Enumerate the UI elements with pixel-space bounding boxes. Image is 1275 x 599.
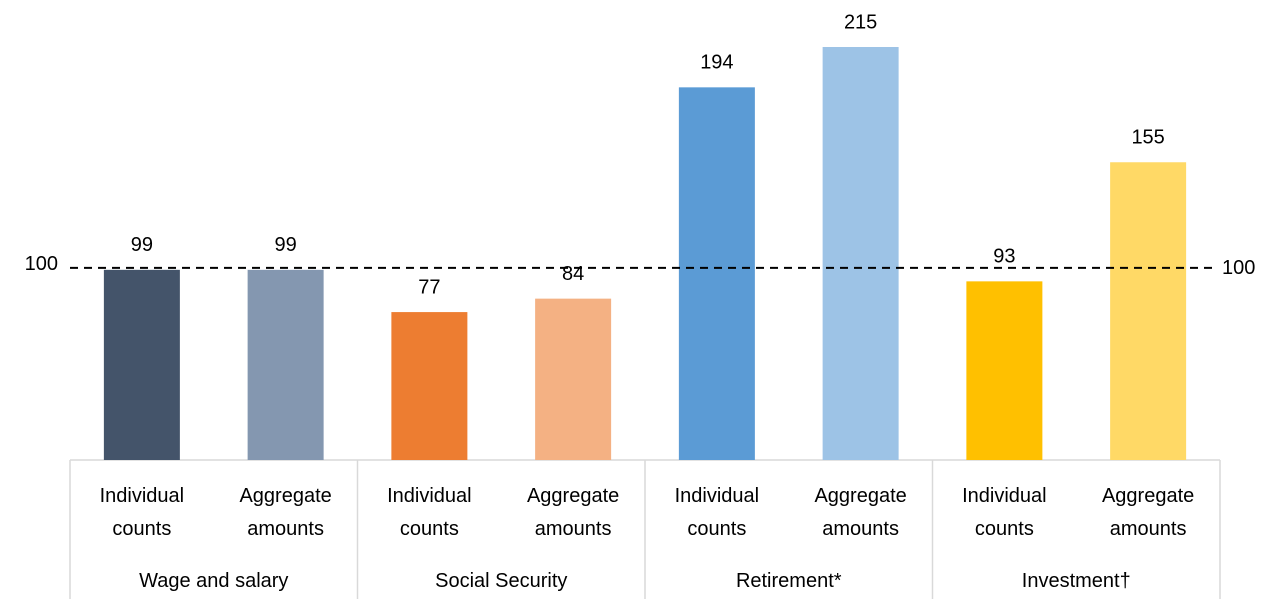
x-tick-label: Individual counts bbox=[962, 485, 1047, 540]
value-label: 93 bbox=[993, 246, 1015, 268]
bar bbox=[103, 269, 180, 460]
value-label: 84 bbox=[562, 263, 584, 285]
group-label: Wage and salary bbox=[139, 570, 289, 592]
x-tick-label: Aggregate amounts bbox=[814, 485, 907, 540]
bar bbox=[535, 298, 612, 460]
x-tick-label: Aggregate amounts bbox=[1101, 485, 1195, 540]
x-tick-label: Aggregate amounts bbox=[526, 485, 620, 540]
value-label: 99 bbox=[275, 234, 297, 256]
reference-label: 100 bbox=[1222, 257, 1255, 279]
x-tick-label: Aggregate amounts bbox=[239, 485, 332, 540]
x-tick-label: Individual counts bbox=[387, 485, 472, 540]
bar bbox=[1110, 162, 1187, 461]
value-label: 77 bbox=[418, 276, 440, 298]
group-label: Investment† bbox=[1021, 570, 1131, 592]
value-label: 194 bbox=[700, 52, 733, 74]
bar bbox=[391, 312, 468, 460]
bar bbox=[966, 281, 1043, 460]
value-label: 99 bbox=[131, 234, 153, 256]
x-tick-label: Individual counts bbox=[99, 485, 185, 540]
reference-label: 100 bbox=[25, 253, 58, 275]
group-label: Retirement* bbox=[735, 570, 842, 592]
bar bbox=[678, 87, 755, 460]
bar bbox=[822, 47, 899, 460]
value-label: 215 bbox=[844, 11, 877, 33]
group-label: Social Security bbox=[435, 570, 568, 592]
bar bbox=[247, 269, 324, 460]
value-label: 155 bbox=[1131, 127, 1164, 149]
x-tick-label: Individual counts bbox=[674, 485, 760, 540]
